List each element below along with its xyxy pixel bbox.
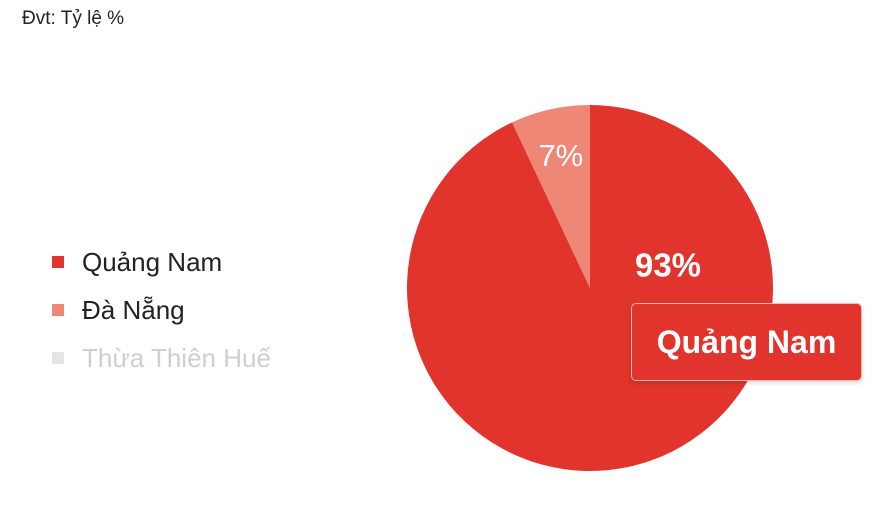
legend-item-thua-thien-hue[interactable]: Thừa Thiên Huế [52, 334, 271, 382]
unit-label: Đvt: Tỷ lệ % [22, 8, 125, 29]
chart-legend: Quảng Nam Đà Nẵng Thừa Thiên Huế [52, 238, 271, 382]
legend-swatch-thua-thien-hue [52, 352, 64, 364]
legend-label-thua-thien-hue: Thừa Thiên Huế [82, 342, 271, 373]
pie-slice-da-nang[interactable] [512, 105, 590, 288]
legend-label-quang-nam: Quảng Nam [82, 246, 223, 277]
slice-tooltip: Quảng Nam [631, 303, 862, 381]
pie-slice-quang-nam[interactable] [407, 105, 774, 472]
legend-swatch-quang-nam [52, 256, 64, 268]
legend-swatch-da-nang [52, 304, 64, 316]
legend-item-quang-nam[interactable]: Quảng Nam [52, 238, 271, 286]
data-label-quang-nam: 93% [635, 247, 701, 284]
data-label-da-nang: 7% [538, 138, 583, 173]
legend-item-da-nang[interactable]: Đà Nẵng [52, 286, 271, 334]
legend-label-da-nang: Đà Nẵng [82, 294, 185, 325]
